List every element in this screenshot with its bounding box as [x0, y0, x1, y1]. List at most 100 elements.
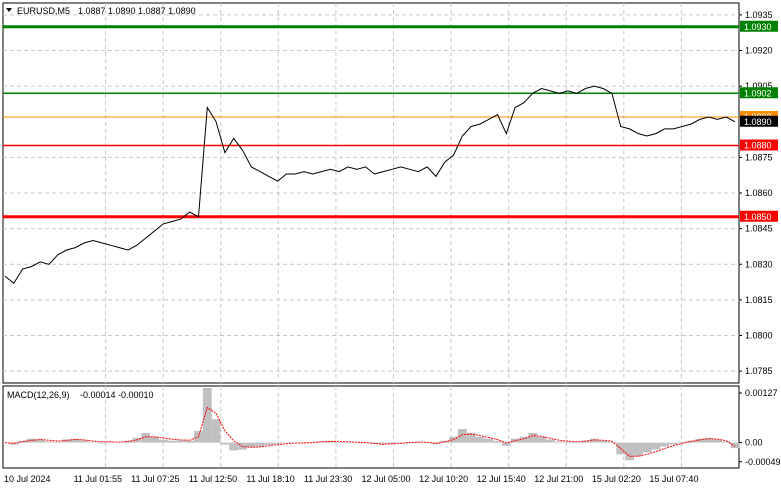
macd-histogram-bar: [35, 439, 45, 443]
level-label: 1.0890: [744, 117, 772, 127]
macd-histogram-bar: [651, 442, 661, 450]
level-tag: [740, 87, 778, 99]
y-tick-label: 1.0830: [745, 259, 773, 269]
macd-histogram-bar: [501, 442, 511, 446]
macd-histogram-bar: [669, 442, 678, 445]
macd-histogram-bar: [255, 442, 265, 447]
macd-histogram-bar: [545, 439, 555, 443]
x-tick-label: 10 Jul 2024: [4, 474, 51, 484]
macd-histogram-bar: [598, 440, 608, 443]
macd-histogram-bar: [519, 436, 529, 443]
macd-histogram-bar: [677, 441, 687, 443]
macd-histogram-bar: [202, 388, 212, 443]
y-tick-label: 1.0845: [745, 224, 773, 234]
macd-signal-line: [4, 406, 736, 457]
macd-histogram-bar: [211, 419, 221, 443]
x-tick-label: 12 Jul 10:20: [419, 474, 468, 484]
macd-layer: [4, 388, 740, 461]
level-label: 1.0880: [744, 141, 772, 151]
macd-histogram-bar: [493, 440, 502, 443]
macd-histogram-bar: [53, 441, 63, 443]
chart-symbol: EURUSD,M5: [17, 6, 70, 16]
macd-tick-label: -0.00049: [745, 457, 781, 467]
grid-layer: [3, 3, 739, 468]
x-tick-label: 11 Jul 07:25: [131, 474, 179, 484]
macd-histogram-bar: [730, 442, 740, 449]
macd-panel-border: [2, 385, 740, 469]
level-label: 1.0850: [744, 212, 772, 222]
macd-histogram-bar: [589, 438, 599, 443]
x-tick-label: 11 Jul 23:30: [304, 474, 352, 484]
x-tick-label: 15 Jul 02:20: [592, 474, 641, 484]
macd-histogram-bar: [466, 432, 476, 443]
chart-ohlc: 1.0887 1.0890 1.0887 1.0890: [78, 6, 196, 16]
axis-layer: 1.0935 1.0920 1.0905 1.0875 1.0860 1.0845 1.08…: [4, 10, 781, 484]
macd-histogram-bar: [563, 441, 573, 443]
y-tick-label: 1.0815: [745, 295, 773, 305]
macd-histogram-bar: [713, 439, 722, 443]
macd-histogram-bar: [71, 438, 80, 443]
level-tag: [740, 139, 778, 151]
level-tag: [740, 20, 778, 32]
macd-tick-label: 0.00127: [745, 388, 778, 398]
x-tick-label: 15 Jul 07:40: [649, 474, 698, 484]
macd-label: MACD(12,26,9): [7, 390, 70, 400]
macd-histogram-bar: [554, 441, 564, 443]
y-tick-label: 1.0905: [745, 81, 773, 91]
x-tick-label: 12 Jul 05:00: [362, 474, 411, 484]
level-label: 1.0902: [744, 88, 772, 98]
macd-histogram-bar: [537, 436, 546, 443]
macd-histogram-bar: [528, 432, 538, 443]
macd-histogram-bar: [660, 442, 669, 447]
macd-histogram-bar: [264, 442, 274, 445]
macd-histogram-bar: [475, 436, 485, 443]
macd-histogram-bar: [458, 429, 467, 443]
price-layer: [4, 85, 736, 285]
price-series-line: [4, 85, 736, 285]
macd-histogram-bar: [387, 442, 397, 444]
level-label: 1.0930: [744, 22, 772, 32]
y-tick-label: 1.0860: [745, 188, 773, 198]
macd-histogram-bar: [220, 442, 230, 445]
dropdown-triangle-icon[interactable]: [6, 8, 12, 12]
macd-histogram-bar: [62, 439, 71, 443]
macd-histogram-bar: [378, 442, 388, 445]
macd-histogram-bar: [27, 438, 36, 443]
macd-histogram-bar: [79, 440, 89, 443]
macd-histogram-bar: [158, 439, 168, 443]
macd-histogram-bar: [167, 440, 177, 443]
y-tick-label: 1.0875: [745, 152, 773, 162]
macd-histogram-bar: [176, 440, 186, 443]
x-tick-label: 11 Jul 12:50: [189, 474, 237, 484]
macd-histogram-bar: [326, 441, 335, 443]
macd-histogram-bar: [625, 442, 634, 461]
level-tag: [740, 210, 778, 222]
y-tick-label: 1.0800: [745, 331, 773, 341]
macd-histogram-bar: [721, 441, 731, 443]
macd-values: -0.00014 -0.00010: [80, 390, 154, 400]
macd-histogram-bar: [246, 442, 256, 448]
y-tick-label: 1.0920: [745, 46, 773, 56]
macd-histogram-bar: [642, 442, 652, 453]
y-tick-label: 1.0935: [745, 10, 773, 20]
macd-histogram-bar: [581, 440, 590, 443]
macd-histogram-bar: [141, 432, 151, 443]
macd-histogram-bar: [484, 438, 494, 443]
x-tick-label: 12 Jul 21:00: [534, 474, 583, 484]
macd-histogram-bar: [695, 438, 705, 443]
macd-histogram-bar: [334, 441, 344, 443]
macd-histogram-bar: [704, 437, 713, 443]
macd-histogram-bar: [633, 442, 643, 457]
macd-histogram-bar: [607, 441, 617, 443]
level-layer: [3, 25, 739, 219]
x-tick-label: 12 Jul 15:40: [477, 474, 526, 484]
macd-histogram-bar: [317, 441, 326, 443]
y-tick-label: 1.0785: [745, 366, 773, 376]
x-tick-label: 11 Jul 18:10: [246, 474, 294, 484]
macd-histogram-bar: [97, 442, 107, 444]
level-tag: [740, 115, 778, 127]
macd-histogram-bar: [229, 442, 239, 451]
